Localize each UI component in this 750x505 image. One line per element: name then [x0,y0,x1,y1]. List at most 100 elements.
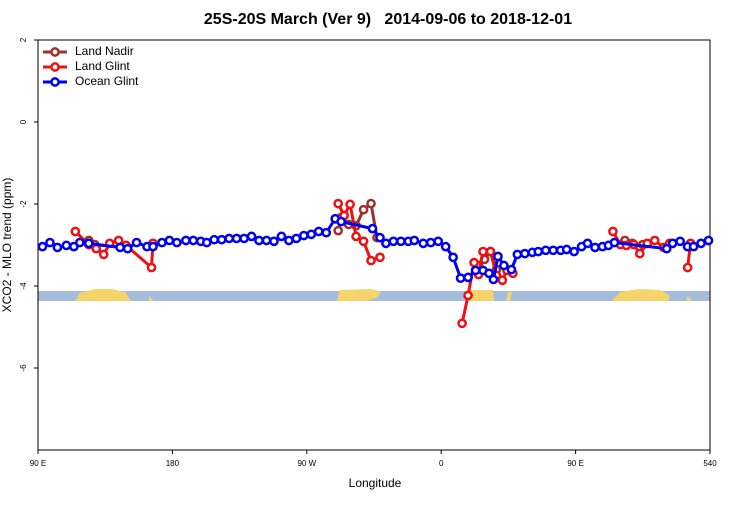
data-point [306,229,317,240]
data-point [291,233,302,244]
data-point [367,223,378,234]
data-point [321,227,332,238]
land-patch [506,292,512,301]
data-point [634,248,645,259]
data-point [333,225,344,236]
data-point [608,226,618,237]
data-point [83,238,94,249]
data-point [688,241,699,252]
data-point [366,198,376,209]
x-tick-label: 90 E [567,459,583,468]
land-patch [686,296,692,301]
data-point [609,237,620,248]
y-axis-label: XCO2 - MLO trend (ppm) [0,178,14,313]
data-point [269,236,279,247]
data-point [533,246,544,257]
data-point [375,252,385,263]
data-point [157,237,167,248]
data-point [381,238,391,249]
data-point [336,216,346,227]
data-point [375,232,385,243]
y-tick-label: -2 [19,200,28,208]
data-point [675,236,685,247]
legend-label: Land Nadir [75,44,134,58]
data-point [506,264,517,275]
y-tick-label: -4 [19,282,28,290]
land-patch [75,289,131,301]
data-point [224,233,234,244]
data-point [488,274,499,285]
x-tick-label: 90 E [30,459,46,468]
land-patch [337,289,381,301]
data-point [478,246,488,257]
data-point [540,245,551,256]
legend-label: Land Glint [75,59,130,73]
data-point [440,241,451,252]
y-tick-label: 2 [19,37,28,42]
data-point [519,248,530,259]
data-point [418,238,429,249]
data-point [131,237,142,248]
data-point [512,249,523,260]
legend-label: Ocean Glint [75,74,139,88]
chart-title: 25S-20S March (Ver 9) 2014-09-06 to 2018… [204,11,572,28]
land-patch [148,296,153,301]
data-point [216,234,227,245]
data-point [231,233,242,244]
data-point [164,235,175,246]
data-point [122,243,133,254]
data-point [388,236,399,247]
data-point [561,244,572,255]
x-tick-label: 540 [703,459,717,468]
data-point [358,236,369,247]
data-point [463,272,473,283]
x-tick-label: 90 W [297,459,316,468]
data-point [433,236,444,247]
data-point [493,251,503,262]
data-point [455,273,466,284]
x-axis-label: Longitude [349,476,402,490]
data-point [261,235,272,246]
data-point [45,237,55,248]
data-point [649,235,660,246]
y-tick-label: -6 [19,364,28,372]
x-tick-label: 180 [166,459,180,468]
data-point [484,268,494,279]
data-point [499,260,509,271]
data-point [115,242,125,253]
data-point [52,242,63,253]
data-point [425,237,436,248]
land-ocean-band [38,289,710,301]
data-point [457,318,467,329]
data-point [469,257,479,268]
data-point [298,230,309,241]
data-point [180,235,191,246]
data-point [358,204,369,215]
data-point [209,234,220,245]
data-point [345,199,355,210]
data-point [333,198,344,209]
x-tick-label: 0 [439,459,444,468]
data-point [497,275,508,286]
y-tick-label: 0 [19,119,28,124]
data-point [188,235,199,246]
data-point [696,238,706,249]
land-patch [612,289,670,301]
data-point [148,241,158,252]
data-point [667,238,678,249]
data-point [61,240,72,251]
data-point [37,241,48,252]
data-point [172,237,182,248]
data-point [366,255,376,266]
data-point [582,238,593,249]
legend-swatch-marker [50,47,60,57]
data-point [239,233,249,244]
data-point [548,245,559,256]
data-point [396,236,406,247]
data-point [448,252,458,263]
legend-swatch-marker [50,62,60,72]
legend-swatch-marker [50,77,60,87]
data-point [254,235,264,246]
data-point [201,237,212,248]
